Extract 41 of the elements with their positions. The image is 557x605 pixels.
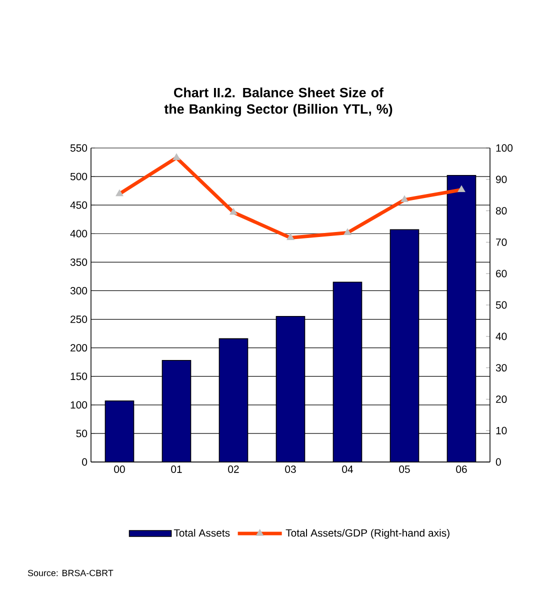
bar	[446, 174, 476, 462]
y2-tick-label: 20	[496, 395, 507, 403]
y2-tick-label: 10	[496, 426, 507, 434]
x-tick-label: 03	[285, 466, 296, 473]
x-tick-label: 02	[228, 466, 239, 473]
bar	[162, 360, 191, 462]
y2-tick-label: 50	[496, 301, 507, 309]
x-tick-label: 01	[171, 466, 182, 473]
x-tick-label: 04	[342, 466, 353, 473]
y2-tick-label: 40	[496, 332, 507, 340]
y-tick-label: 450	[70, 201, 88, 209]
bar	[219, 338, 248, 462]
legend-label: Total Assets	[174, 528, 230, 537]
y-tick-label: 500	[70, 172, 88, 180]
y-tick-label: 250	[70, 316, 88, 323]
legend-label: Total Assets/GDP (Right-hand axis)	[286, 528, 450, 539]
bar	[333, 282, 362, 462]
y2-tick-label: 100	[496, 144, 513, 152]
y-tick-label: 150	[70, 372, 88, 380]
x-tick-label: 00	[114, 466, 125, 473]
y2-tick-label: 0	[496, 458, 501, 466]
y2-tick-label: 70	[496, 238, 507, 246]
y-tick-label: 100	[70, 401, 88, 409]
y-tick-label: 200	[70, 344, 88, 352]
y2-tick-label: 80	[496, 207, 507, 215]
y-tick-label: 300	[70, 287, 88, 294]
bar	[105, 400, 134, 462]
y-tick-label: 400	[70, 230, 88, 238]
x-tick-label: 06	[456, 466, 467, 473]
y-tick-label: 0	[82, 458, 88, 466]
y2-tick-label: 60	[496, 270, 507, 278]
y2-tick-label: 30	[496, 364, 507, 372]
x-tick-label: 05	[399, 466, 410, 473]
bar	[276, 316, 305, 462]
bar	[390, 230, 419, 462]
y-tick-label: 550	[70, 144, 88, 152]
chart-title: Chart II.2. Balance Sheet Size of the Banking Sector (Billion YTL, %)	[164, 87, 392, 117]
y-tick-label: 350	[70, 258, 88, 266]
source-note: Source: BRSA-CBRT	[28, 570, 114, 576]
y-tick-label: 50	[76, 430, 88, 438]
y2-tick-label: 90	[496, 176, 507, 184]
